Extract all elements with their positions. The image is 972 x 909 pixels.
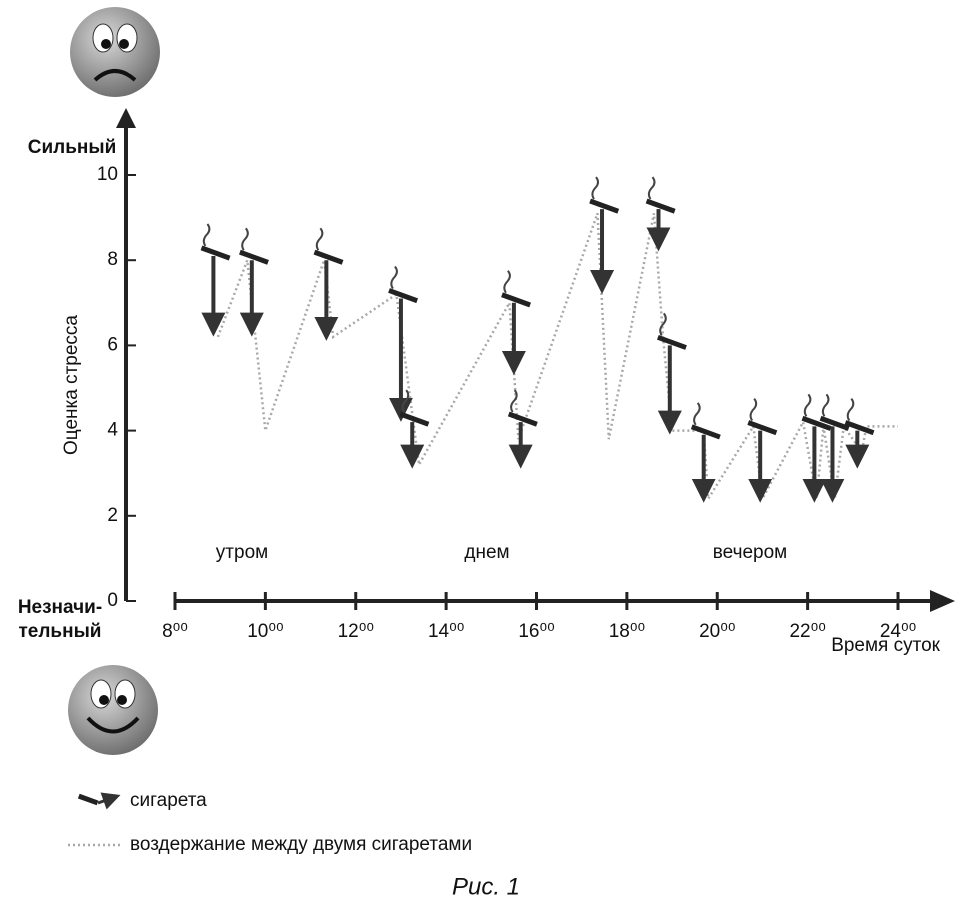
y-axis-label: Оценка стресса [61,315,82,455]
x-tick-label: 18⁰⁰ [609,621,645,642]
cigarette-icon [507,411,538,427]
cigarette-icon [239,249,269,265]
y-tick-label: 8 [107,249,118,270]
legend-cigarette-icon [77,793,99,806]
smoke [821,393,830,417]
cigarette-icon [313,249,344,265]
smoke [693,402,701,426]
period-label: утром [216,542,268,563]
y-tick-label: 4 [107,420,118,441]
y-tick-label: 10 [97,164,118,185]
cigarette-icon [645,198,676,214]
y-top-label: Сильный [28,137,117,158]
smoke [503,270,511,294]
smoke [401,389,410,413]
cigarette-icon [388,288,419,304]
legend-label: сигарета [130,790,207,811]
x-tick-label: 14⁰⁰ [428,621,464,642]
legend-label: воздержание между двумя сигаретами [130,834,472,855]
cigarette-icon [399,411,430,427]
smoke [659,312,667,336]
x-axis-arrow [930,590,955,612]
period-label: вечером [713,542,787,563]
smoke [390,265,398,290]
cigarette-icon [501,292,531,308]
y-tick-label: 6 [107,334,118,355]
x-tick-label: 10⁰⁰ [247,621,283,642]
smoke [803,393,812,417]
smoke [846,397,855,422]
smoke [591,176,600,200]
caption: Рис. 1 [452,873,520,900]
sad-face [70,7,160,97]
x-axis-label: Время суток [831,635,940,656]
x-tick-label: 12⁰⁰ [338,621,374,642]
cigarette-icon [589,198,620,214]
cigarette-icon [690,424,721,440]
happy-face [68,665,158,755]
y-bottom-label: Незначи-тельный [18,597,102,642]
x-tick-label: 16⁰⁰ [518,621,554,642]
smoke [510,389,518,413]
smoke [241,227,249,251]
cigarette-icon [819,415,850,431]
smoke [647,176,656,200]
period-label: днем [464,542,509,563]
y-tick-label: 2 [107,505,118,526]
x-tick-label: 22⁰⁰ [789,621,825,642]
y-axis-arrow [116,108,136,128]
legend-cigarette-arrow [97,792,121,810]
smoke [749,397,758,422]
x-tick-label: 8⁰⁰ [162,621,188,642]
y-tick-label: 0 [107,590,118,611]
x-tick-label: 20⁰⁰ [699,621,735,642]
cigarette-icon [801,415,832,431]
cigarette-icon [844,420,875,436]
smoke [315,227,324,251]
cigarette-icon [200,245,231,261]
cigarette-icon [747,420,778,436]
cigarette-icon [656,334,687,350]
x-tick-label: 24⁰⁰ [880,621,916,642]
smoke [202,223,211,247]
